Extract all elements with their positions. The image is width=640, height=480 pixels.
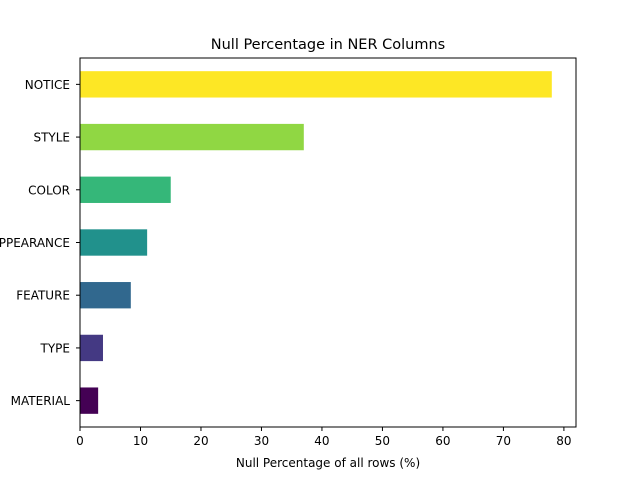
y-tick-label: STYLE [33, 131, 70, 145]
bar-type [80, 334, 103, 362]
y-axis-ticks: MATERIAL TYPE FEATURE APPEARANCE COLOR STYLE N… [0, 78, 80, 408]
x-axis-label: Null Percentage of all rows (%) [236, 456, 420, 470]
y-tick-label: NOTICE [25, 78, 70, 92]
plot-frame [79, 57, 577, 428]
bar-style [80, 123, 304, 151]
x-tick-label: 70 [496, 434, 511, 448]
x-tick-label: 30 [254, 434, 269, 448]
x-tick-label: 20 [193, 434, 208, 448]
chart-title: Null Percentage in NER Columns [211, 37, 446, 53]
y-tick-label: FEATURE [16, 289, 70, 303]
x-axis-ticks: 0 10 20 30 40 50 60 70 80 [76, 427, 572, 448]
y-tick-label: COLOR [28, 183, 70, 197]
bars-group [80, 71, 552, 414]
x-tick-label: 80 [556, 434, 571, 448]
x-tick-label: 50 [375, 434, 390, 448]
x-tick-label: 10 [133, 434, 148, 448]
bar-color [80, 176, 171, 203]
y-tick-label: APPEARANCE [0, 236, 70, 250]
bar-feature [80, 282, 131, 309]
bar-notice [80, 71, 552, 98]
x-tick-label: 40 [314, 434, 329, 448]
bar-material [80, 387, 99, 414]
y-tick-label: TYPE [40, 341, 70, 355]
y-tick-label: MATERIAL [11, 394, 71, 408]
x-tick-label: 0 [76, 434, 84, 448]
x-tick-label: 60 [435, 434, 450, 448]
bar-appearance [80, 229, 148, 256]
